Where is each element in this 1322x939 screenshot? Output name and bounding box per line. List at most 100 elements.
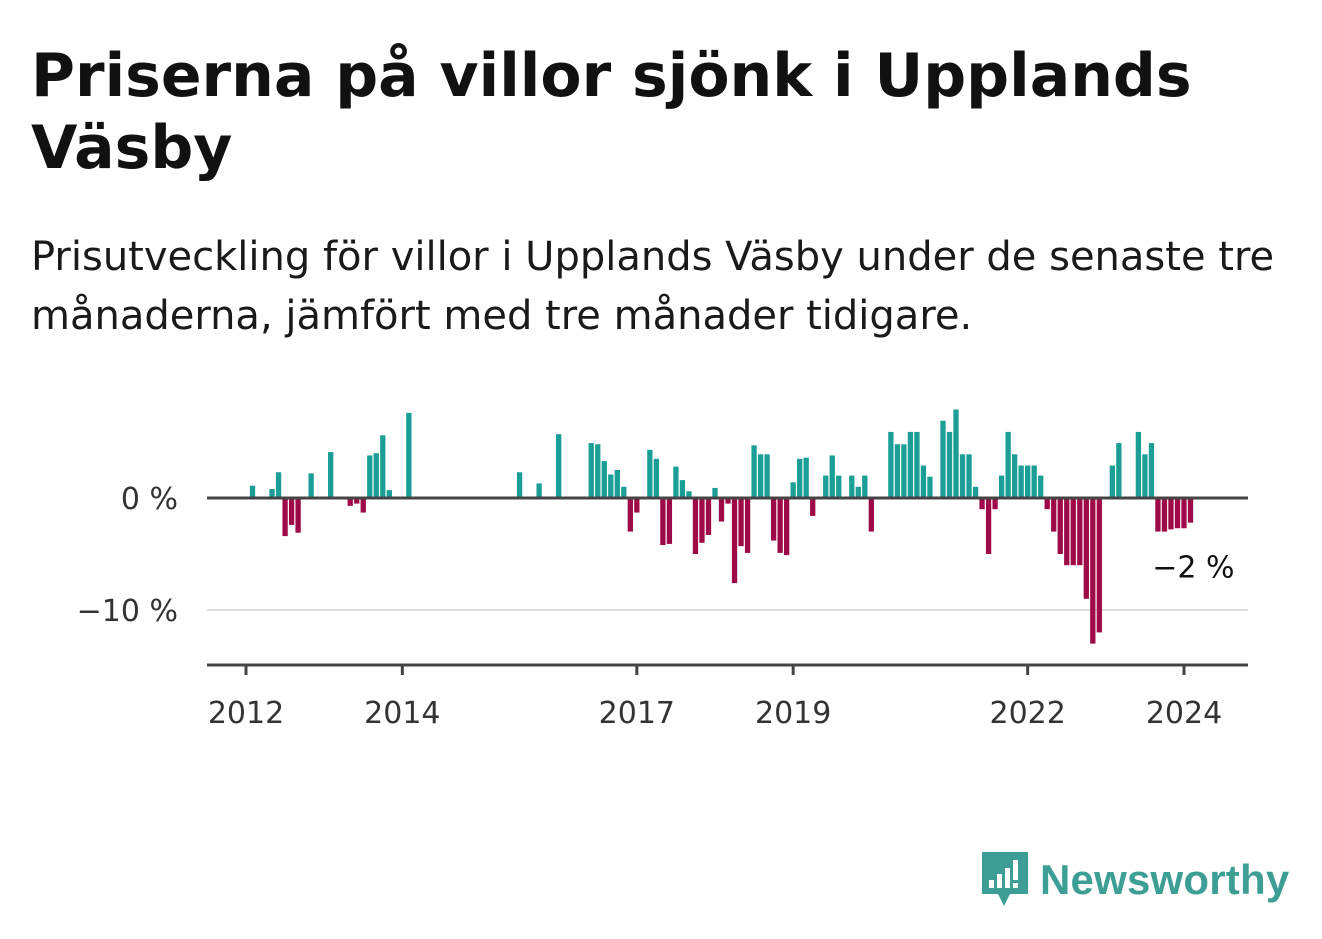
bar bbox=[516, 472, 523, 498]
bar bbox=[731, 498, 738, 584]
bar bbox=[647, 449, 653, 498]
bar bbox=[1155, 498, 1161, 532]
bar bbox=[1187, 498, 1194, 523]
bar bbox=[692, 498, 699, 554]
x-tick-label: 2019 bbox=[755, 696, 831, 731]
bar bbox=[744, 498, 751, 553]
bar bbox=[1031, 465, 1037, 498]
bar bbox=[1011, 454, 1018, 498]
bar bbox=[927, 476, 933, 498]
x-tick-label: 2014 bbox=[364, 696, 440, 731]
brand-name: Newsworthy bbox=[1040, 856, 1290, 903]
chart-title: Priserna på villor sjönk i Upplands Väsb… bbox=[31, 41, 1192, 183]
bar bbox=[686, 491, 692, 498]
bar bbox=[797, 458, 803, 498]
bar bbox=[386, 490, 392, 498]
bar bbox=[718, 498, 725, 522]
bar bbox=[660, 498, 666, 546]
newsworthy-logo[interactable]: Newsworthy bbox=[980, 850, 1289, 910]
bar bbox=[1096, 498, 1102, 633]
bar bbox=[1038, 475, 1044, 498]
bar bbox=[653, 458, 660, 498]
bar bbox=[288, 498, 295, 525]
bar bbox=[269, 489, 275, 498]
bar bbox=[1161, 498, 1168, 532]
bar bbox=[595, 444, 601, 498]
bar bbox=[627, 498, 633, 532]
bar bbox=[1083, 498, 1089, 599]
bar bbox=[1135, 431, 1142, 498]
bar bbox=[1181, 498, 1187, 529]
bar bbox=[347, 498, 353, 506]
bar bbox=[770, 498, 777, 541]
bar bbox=[1116, 443, 1122, 498]
bar bbox=[810, 498, 816, 516]
bar bbox=[295, 498, 301, 533]
bar bbox=[966, 454, 972, 498]
bar bbox=[849, 475, 855, 498]
bar bbox=[536, 483, 542, 498]
bar bbox=[979, 498, 985, 510]
bar bbox=[712, 487, 718, 498]
bar bbox=[1142, 454, 1148, 498]
bar bbox=[888, 431, 894, 498]
bars bbox=[249, 409, 1194, 644]
bar bbox=[556, 434, 562, 498]
bar bbox=[308, 473, 314, 498]
bar bbox=[705, 498, 712, 535]
labels: 0 % −10 % 2012 2014 2017 2019 2022 2024 −2 % bbox=[77, 482, 1235, 731]
bar bbox=[373, 453, 379, 498]
bar bbox=[777, 498, 783, 553]
bar bbox=[901, 444, 907, 498]
bar bbox=[1057, 498, 1063, 554]
bar bbox=[725, 498, 731, 504]
bar bbox=[354, 498, 360, 504]
bar bbox=[588, 443, 594, 498]
axes bbox=[207, 496, 1248, 675]
bar bbox=[992, 498, 998, 510]
bar bbox=[360, 498, 366, 513]
bar bbox=[1064, 498, 1070, 566]
chart-subtitle: Prisutveckling för villor i Upplands Väs… bbox=[31, 234, 1275, 339]
bar bbox=[1070, 498, 1076, 566]
bar bbox=[894, 444, 901, 498]
bar bbox=[803, 457, 809, 498]
bar bbox=[1018, 465, 1024, 498]
bar bbox=[673, 466, 679, 498]
bar bbox=[790, 482, 796, 498]
last-value-label: −2 % bbox=[1152, 551, 1234, 586]
bar bbox=[829, 455, 835, 498]
bar bbox=[634, 498, 640, 513]
bar bbox=[907, 431, 914, 498]
bar bbox=[1109, 465, 1115, 498]
bar bbox=[862, 475, 868, 498]
bar bbox=[751, 445, 757, 498]
bar bbox=[679, 480, 686, 498]
bar bbox=[940, 420, 946, 498]
bar bbox=[275, 472, 282, 498]
bar bbox=[914, 431, 920, 498]
x-tick-label: 2012 bbox=[208, 696, 284, 731]
bar-chart: 0 % −10 % 2012 2014 2017 2019 2022 2024 −2 % bbox=[77, 409, 1248, 731]
bar bbox=[380, 435, 386, 498]
bar bbox=[328, 452, 334, 498]
bar bbox=[757, 454, 764, 498]
bar bbox=[367, 455, 373, 498]
bar bbox=[985, 498, 992, 554]
bar bbox=[406, 412, 412, 498]
x-tick-label: 2022 bbox=[989, 696, 1065, 731]
y-tick-label: −10 % bbox=[77, 594, 178, 629]
bar bbox=[972, 486, 979, 498]
bar bbox=[823, 475, 829, 498]
bar bbox=[608, 474, 614, 498]
bar bbox=[1044, 498, 1050, 510]
bar bbox=[1174, 498, 1181, 529]
x-tick-label: 2024 bbox=[1146, 696, 1222, 731]
bar bbox=[855, 486, 861, 498]
bar bbox=[953, 409, 959, 498]
bar bbox=[959, 454, 966, 498]
bar bbox=[282, 498, 288, 537]
bar bbox=[1051, 498, 1057, 532]
bar bbox=[1025, 465, 1031, 498]
bar bbox=[1168, 498, 1174, 530]
